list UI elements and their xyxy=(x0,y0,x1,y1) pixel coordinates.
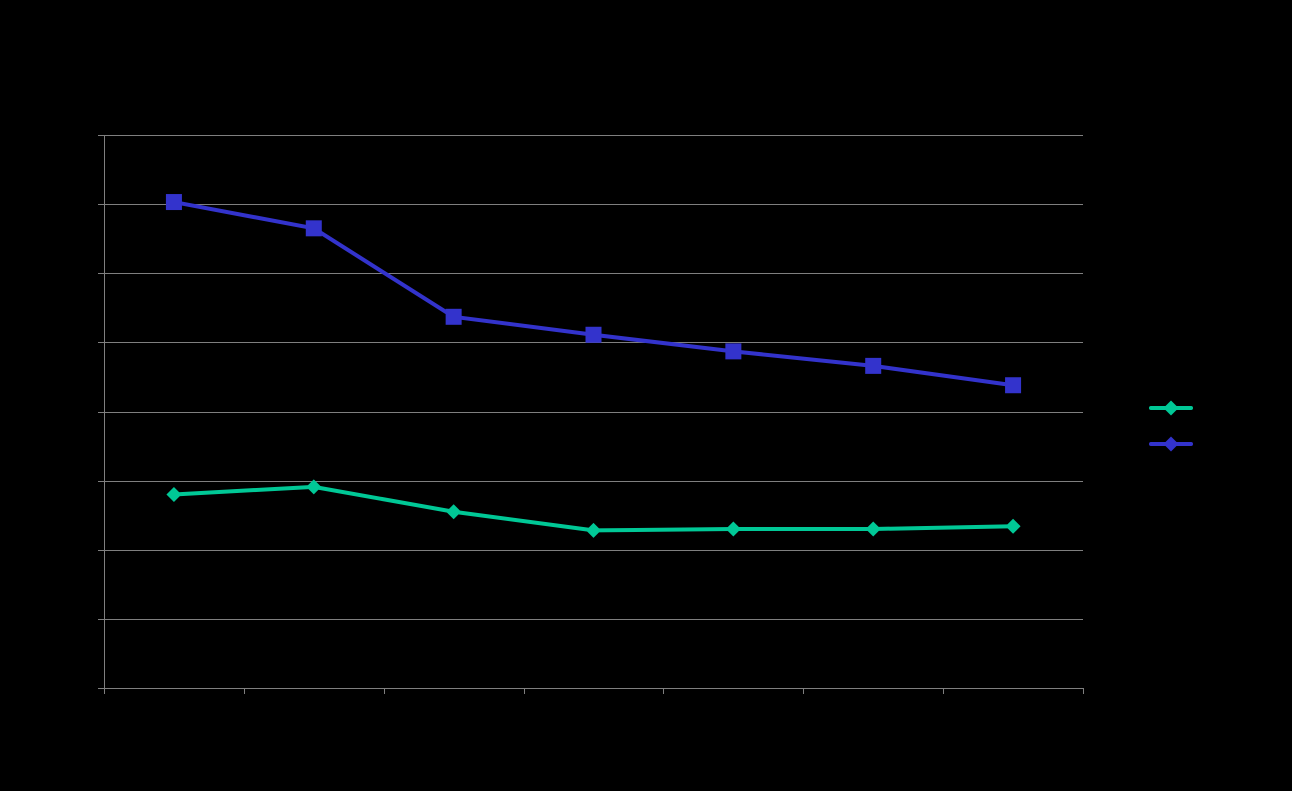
data-point xyxy=(1005,518,1021,534)
series-2 xyxy=(165,194,1022,394)
legend-marker xyxy=(1163,400,1179,416)
data-point xyxy=(725,343,742,360)
data-point xyxy=(165,194,182,211)
gridlines xyxy=(104,135,1083,620)
data-point xyxy=(305,220,322,237)
series-1 xyxy=(166,479,1021,538)
data-point xyxy=(865,357,882,374)
series-group xyxy=(165,194,1022,538)
data-point xyxy=(725,521,741,537)
data-point xyxy=(166,486,182,502)
data-point xyxy=(445,308,462,325)
legend-entry xyxy=(1149,400,1193,416)
legend-marker xyxy=(1163,436,1179,452)
data-point xyxy=(446,504,462,520)
data-point xyxy=(585,326,602,343)
axes xyxy=(98,135,1084,694)
series-line xyxy=(171,200,1016,388)
data-point xyxy=(586,522,601,538)
data-point xyxy=(865,521,881,537)
data-point xyxy=(1005,377,1022,394)
legend-entry xyxy=(1149,436,1193,452)
legend xyxy=(1149,400,1193,452)
data-point xyxy=(306,479,322,495)
